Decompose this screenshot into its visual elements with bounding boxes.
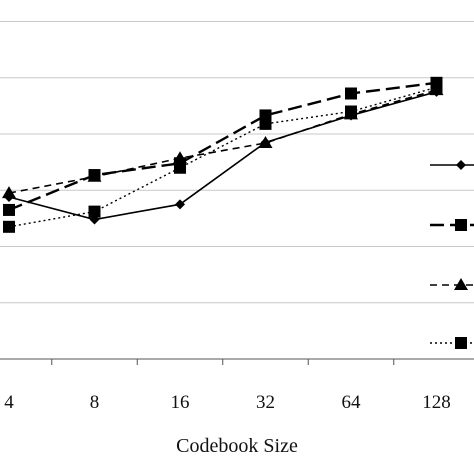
x-axis-title: Codebook Size <box>176 435 298 457</box>
x-tick-label: 8 <box>90 392 100 413</box>
x-tick-label: 64 <box>342 392 362 413</box>
legend-item-3 <box>430 278 474 290</box>
data-point <box>345 105 357 118</box>
legend-marker <box>456 160 466 170</box>
data-point <box>175 199 185 210</box>
data-point <box>2 186 16 199</box>
data-point <box>430 81 443 94</box>
data-point <box>87 169 102 182</box>
data-point <box>3 220 15 233</box>
legend-item-4 <box>430 337 474 349</box>
series-lines <box>2 76 444 233</box>
series-line <box>8 86 437 228</box>
legend-marker <box>454 278 468 290</box>
data-point <box>3 203 15 216</box>
series-line <box>8 89 437 194</box>
legend-marker <box>455 337 467 349</box>
data-point <box>88 205 101 218</box>
data-point <box>174 161 186 174</box>
series-line <box>8 91 437 221</box>
legend-item-2 <box>430 219 474 231</box>
x-tick-label: 32 <box>256 392 275 413</box>
series-4 <box>3 81 443 233</box>
x-tick-label: 4 <box>4 392 14 413</box>
data-point <box>345 87 357 100</box>
legend-item-1 <box>430 160 474 170</box>
gridlines <box>0 21 474 304</box>
legend <box>430 160 474 349</box>
data-point <box>258 136 273 148</box>
x-tick-label: 128 <box>422 392 451 413</box>
data-point <box>259 117 272 130</box>
series-line <box>8 81 437 212</box>
legend-marker <box>455 219 467 231</box>
data-point <box>173 151 187 164</box>
x-axis-ticks: 4 8 16 32 64 128 <box>4 359 451 413</box>
x-tick-label: 16 <box>171 392 190 413</box>
